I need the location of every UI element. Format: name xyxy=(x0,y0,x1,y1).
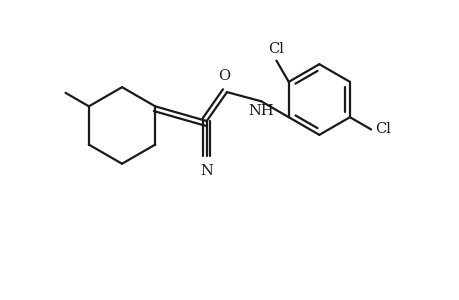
Text: N: N xyxy=(200,164,213,178)
Text: Cl: Cl xyxy=(268,42,284,56)
Text: O: O xyxy=(218,69,230,83)
Text: NH: NH xyxy=(248,104,273,118)
Text: Cl: Cl xyxy=(374,122,390,136)
